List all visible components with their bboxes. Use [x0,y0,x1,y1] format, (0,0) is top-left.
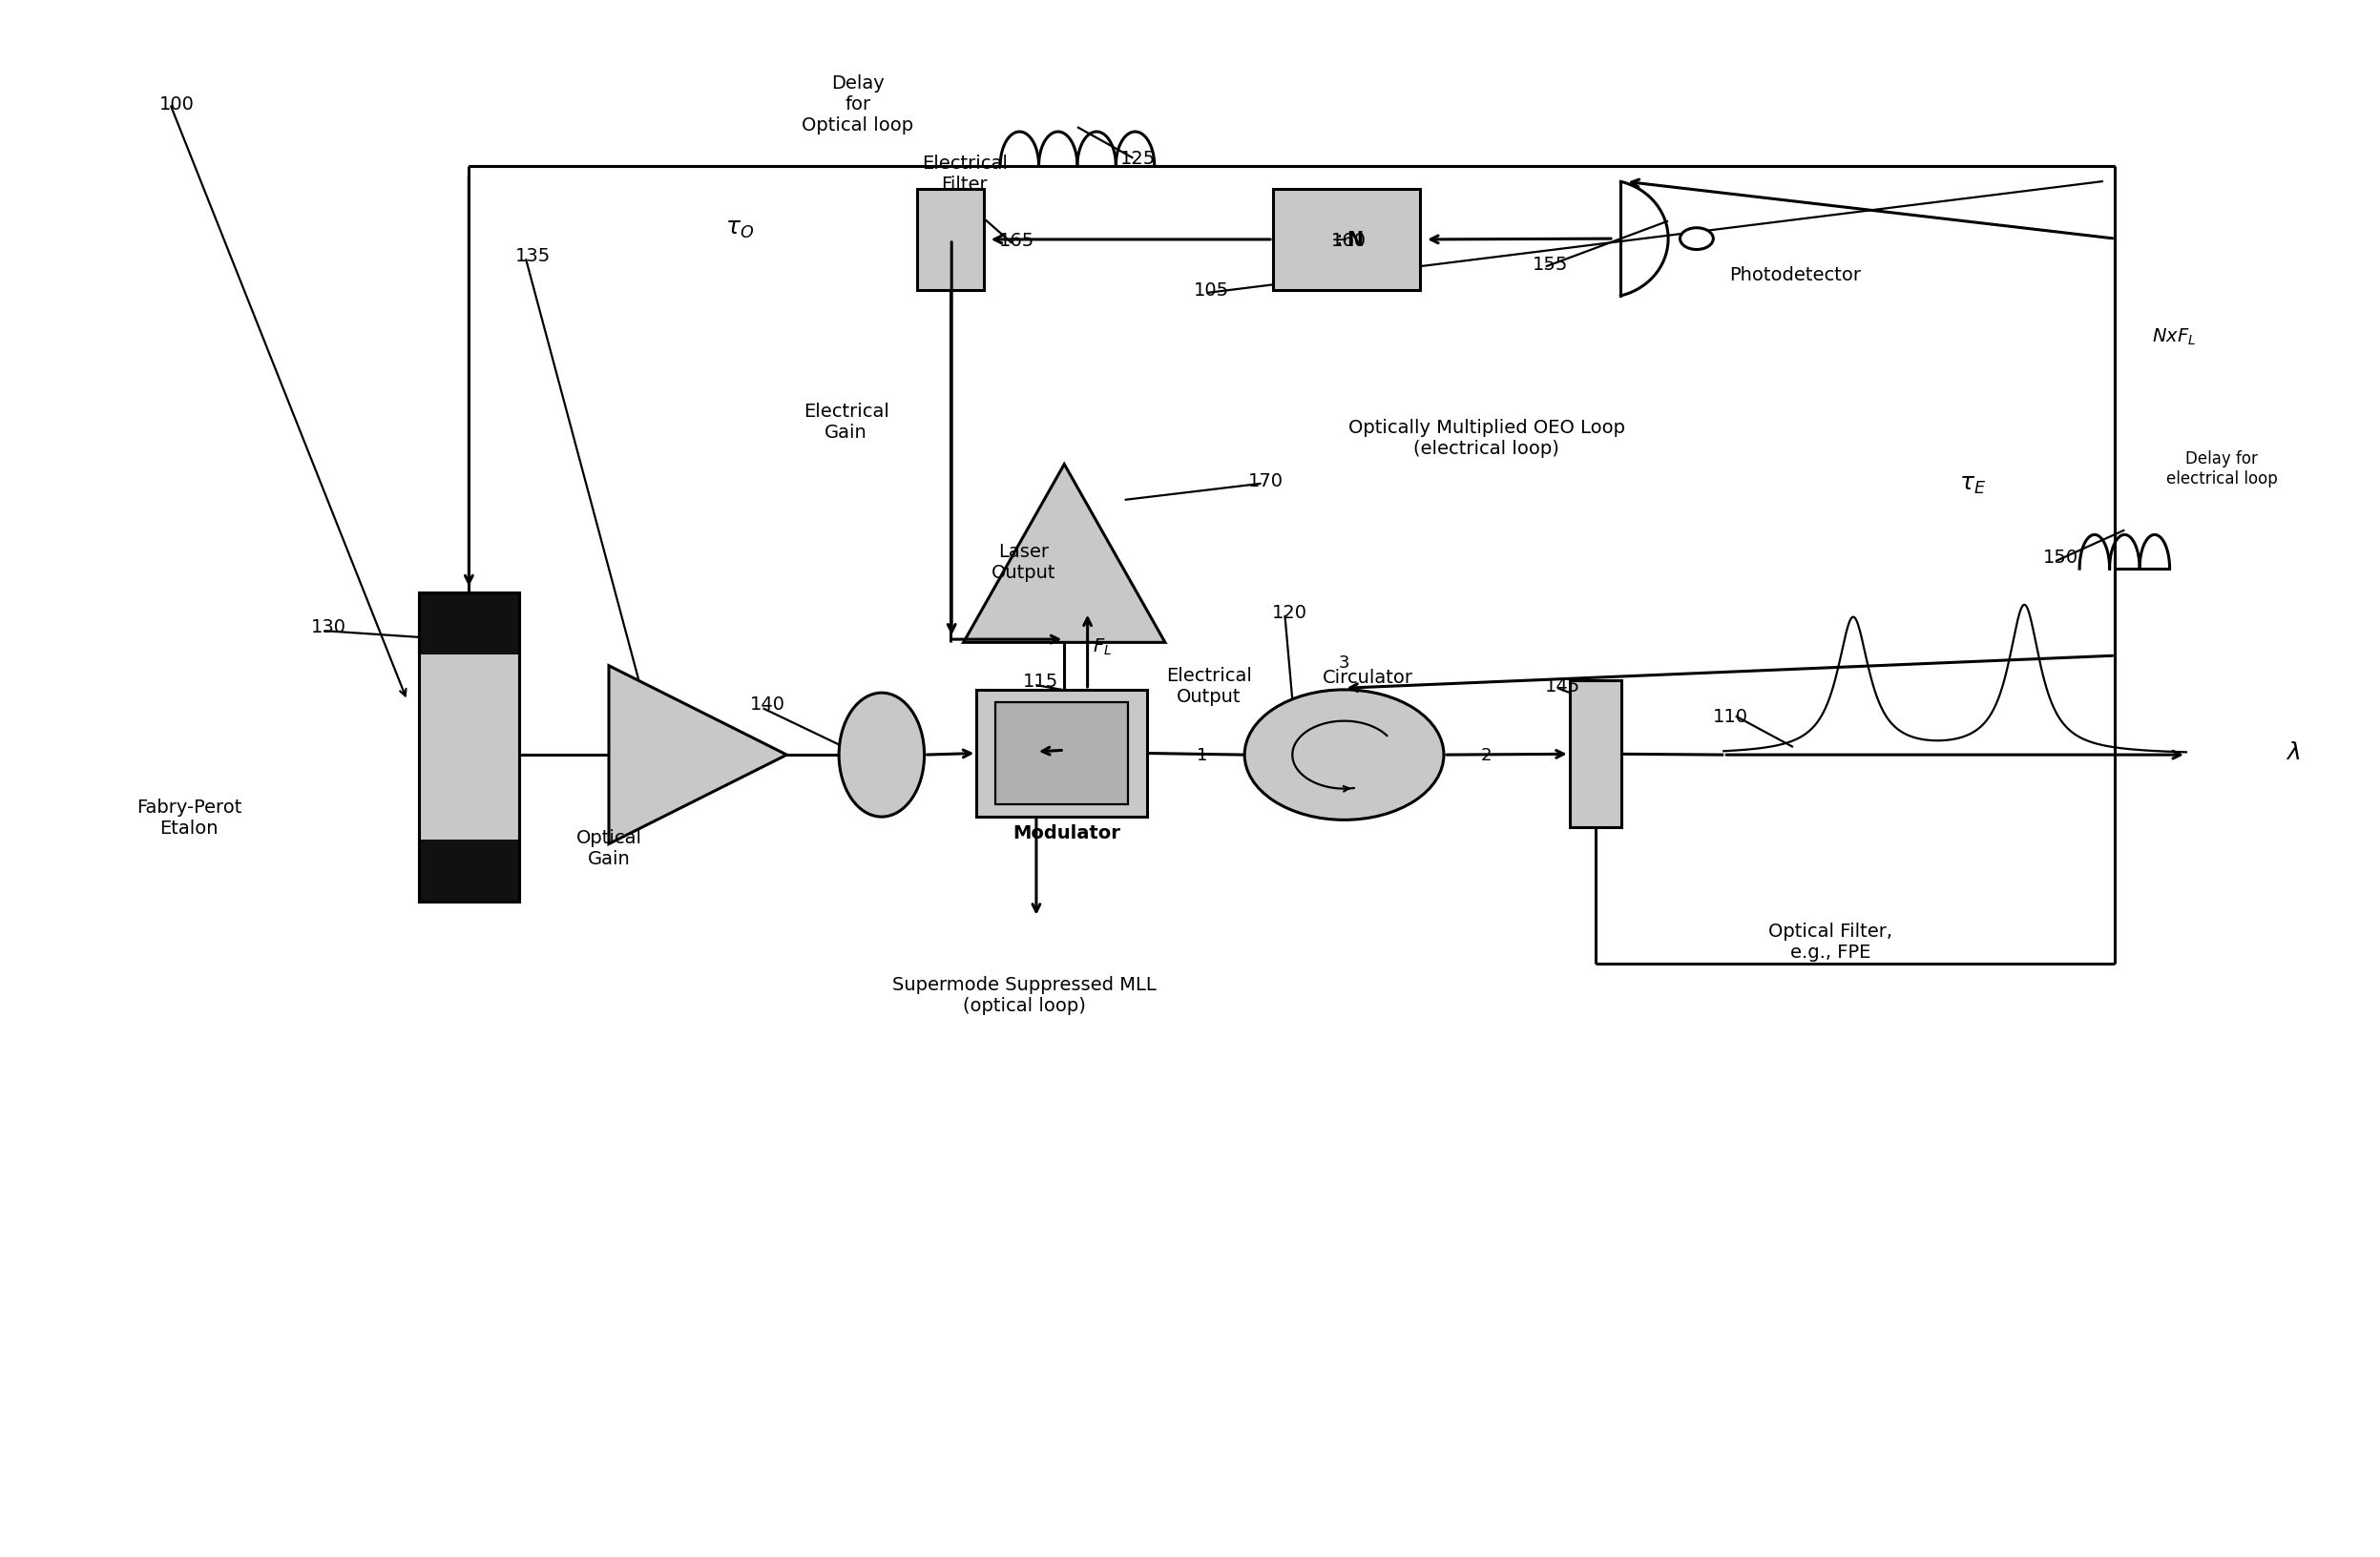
Text: Modulator: Modulator [1014,824,1121,842]
Text: 165: 165 [1000,232,1035,251]
Text: 3: 3 [1338,654,1349,671]
Text: 125: 125 [1121,149,1157,168]
Text: $F_L$: $F_L$ [1092,637,1111,657]
Text: Supermode Suppressed MLL
(optical loop): Supermode Suppressed MLL (optical loop) [892,976,1157,1015]
Bar [976,690,1147,817]
Text: $\tau_E$: $\tau_E$ [1959,473,1987,495]
Circle shape [1245,690,1445,821]
Bar [419,593,519,654]
Text: 120: 120 [1271,604,1307,621]
Text: $\tau_O$: $\tau_O$ [726,216,754,240]
Text: $\div$N: $\div$N [1330,230,1364,249]
Text: 2: 2 [1480,747,1492,764]
Polygon shape [964,466,1166,643]
Text: Optical Filter,
e.g., FPE: Optical Filter, e.g., FPE [1768,922,1892,961]
Text: 155: 155 [1533,255,1568,274]
Bar [419,593,519,903]
Text: 110: 110 [1714,707,1749,726]
Text: 140: 140 [750,694,785,713]
Text: Electrical
Gain: Electrical Gain [802,403,890,442]
Text: Optically Multiplied OEO Loop
(electrical loop): Optically Multiplied OEO Loop (electrica… [1347,419,1626,458]
Text: $NxF_L$: $NxF_L$ [2152,327,2197,347]
Bar [916,190,983,291]
Circle shape [1680,229,1714,251]
Text: Delay
for
Optical loop: Delay for Optical loop [802,75,914,135]
Text: 115: 115 [1023,673,1059,690]
Text: Electrical
Filter: Electrical Filter [921,154,1007,195]
Text: 1: 1 [1197,747,1207,764]
Text: Circulator: Circulator [1323,670,1414,687]
Text: Electrical
Output: Electrical Output [1166,666,1252,705]
Text: 130: 130 [312,618,347,635]
Bar [1273,190,1421,291]
Text: 160: 160 [1330,232,1366,251]
Text: 105: 105 [1195,282,1228,299]
Bar [995,702,1128,805]
Text: Photodetector: Photodetector [1728,266,1861,283]
Text: Optical
Gain: Optical Gain [576,828,643,867]
Text: 100: 100 [159,95,195,114]
Text: 170: 170 [1247,472,1283,490]
Bar [1568,680,1621,828]
Text: Delay for
electrical loop: Delay for electrical loop [2166,450,2278,487]
Text: 150: 150 [2042,548,2078,567]
Text: Fabry-Perot
Etalon: Fabry-Perot Etalon [136,797,243,836]
Polygon shape [609,666,788,844]
Text: 145: 145 [1545,676,1580,694]
Text: Laser
Output: Laser Output [992,542,1057,581]
Text: $\lambda$: $\lambda$ [2285,741,2301,763]
Bar [419,841,519,903]
Bar [419,593,519,903]
Ellipse shape [838,693,923,817]
Text: 135: 135 [514,248,550,266]
